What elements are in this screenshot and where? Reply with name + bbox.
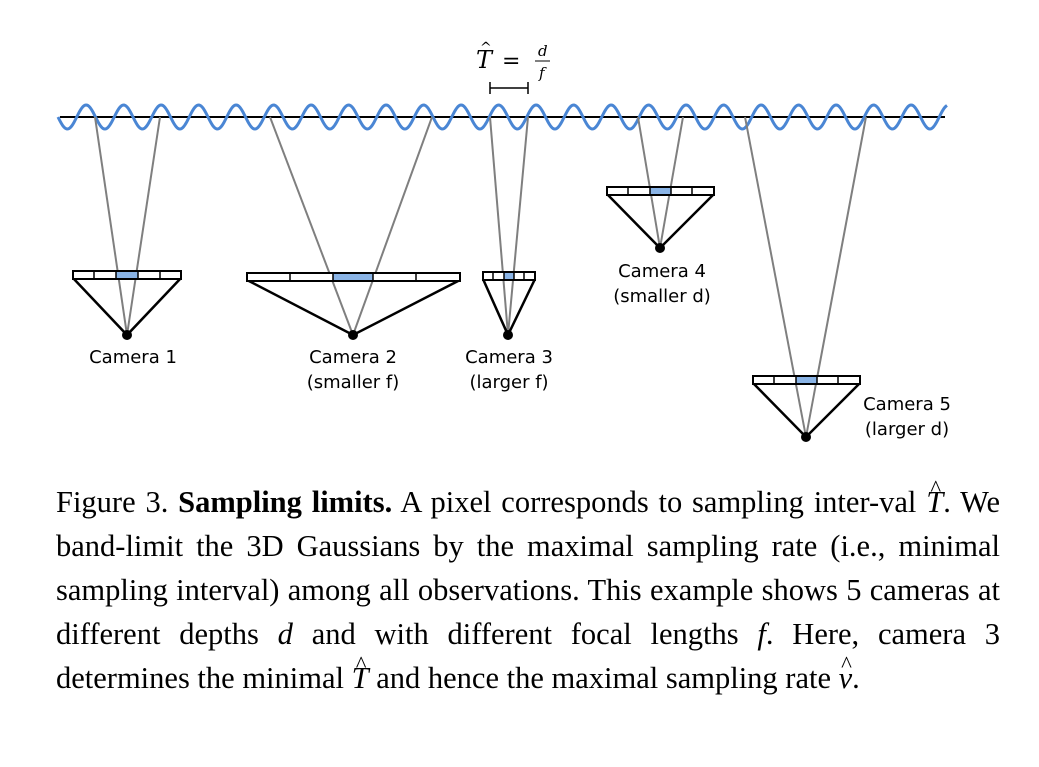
caption-text-4: . Here, camera 3 determines the minimal	[56, 617, 1001, 695]
camera-label: Camera 4	[618, 261, 706, 282]
camera-center	[801, 432, 811, 442]
caption-title: Sampling limits.	[178, 485, 393, 519]
pixel	[504, 273, 514, 279]
ray	[805, 116, 867, 438]
ray	[744, 116, 807, 438]
annotation-hat: ^	[480, 40, 492, 56]
sampling-interval-annotation: T ^ = d f	[476, 40, 550, 94]
ray	[637, 116, 661, 249]
ray	[269, 116, 354, 336]
ray	[507, 116, 529, 336]
annotation-denominator: f	[538, 64, 547, 82]
symbol-f: f	[757, 617, 766, 651]
pixel	[650, 188, 671, 194]
ray	[126, 116, 161, 336]
sampling-diagram: T ^ = d f Camera 1 Camera 2 (sma	[56, 40, 951, 442]
camera-label: Camera 5	[863, 394, 951, 415]
frustum	[72, 277, 182, 337]
camera-center	[348, 330, 358, 340]
camera-center	[122, 330, 132, 340]
camera-5: Camera 5 (larger d)	[744, 116, 951, 442]
camera-sublabel: (smaller f)	[307, 372, 400, 393]
frustum	[246, 278, 461, 337]
annotation-equals: =	[502, 49, 520, 74]
signal-wave	[56, 103, 948, 131]
pixel	[333, 274, 373, 280]
symbol-t-hat-2: T	[352, 656, 369, 700]
pixel	[116, 272, 138, 278]
camera-2: Camera 2 (smaller f)	[246, 116, 461, 393]
annotation-numerator: d	[538, 42, 548, 60]
symbol-nu-hat: ν	[839, 656, 853, 700]
camera-label: Camera 2	[309, 347, 397, 368]
caption-text-5: and hence the maximal sampling rate	[376, 661, 831, 695]
caption-text-1: A pixel corresponds to sampling inter-va…	[400, 485, 917, 519]
camera-center	[503, 330, 513, 340]
camera-sublabel: (larger f)	[469, 372, 548, 393]
camera-3: Camera 3 (larger f)	[465, 116, 553, 393]
camera-label: Camera 1	[89, 347, 177, 368]
symbol-d: d	[277, 617, 293, 651]
camera-label: Camera 3	[465, 347, 553, 368]
figure-number: Figure 3.	[56, 485, 169, 519]
frustum	[752, 382, 861, 439]
camera-4: Camera 4 (smaller d)	[606, 116, 715, 307]
ray	[94, 116, 128, 336]
pixel	[796, 377, 817, 383]
annotation-symbol: T	[476, 46, 494, 74]
figure-caption: Figure 3. Sampling limits. A pixel corre…	[56, 480, 1000, 700]
camera-center	[655, 243, 665, 253]
camera-sublabel: (smaller d)	[613, 286, 711, 307]
ray	[659, 116, 684, 249]
camera-1: Camera 1	[72, 116, 182, 368]
caption-text-3: and with different focal lengths	[311, 617, 739, 651]
caption-text-2: . We band-limit the 3D Gaussians by the …	[56, 485, 1000, 651]
symbol-t-hat: T	[926, 480, 943, 524]
camera-sublabel: (larger d)	[865, 419, 949, 440]
ray	[489, 116, 509, 336]
ray	[352, 116, 433, 336]
caption-text-6: .	[852, 661, 860, 695]
